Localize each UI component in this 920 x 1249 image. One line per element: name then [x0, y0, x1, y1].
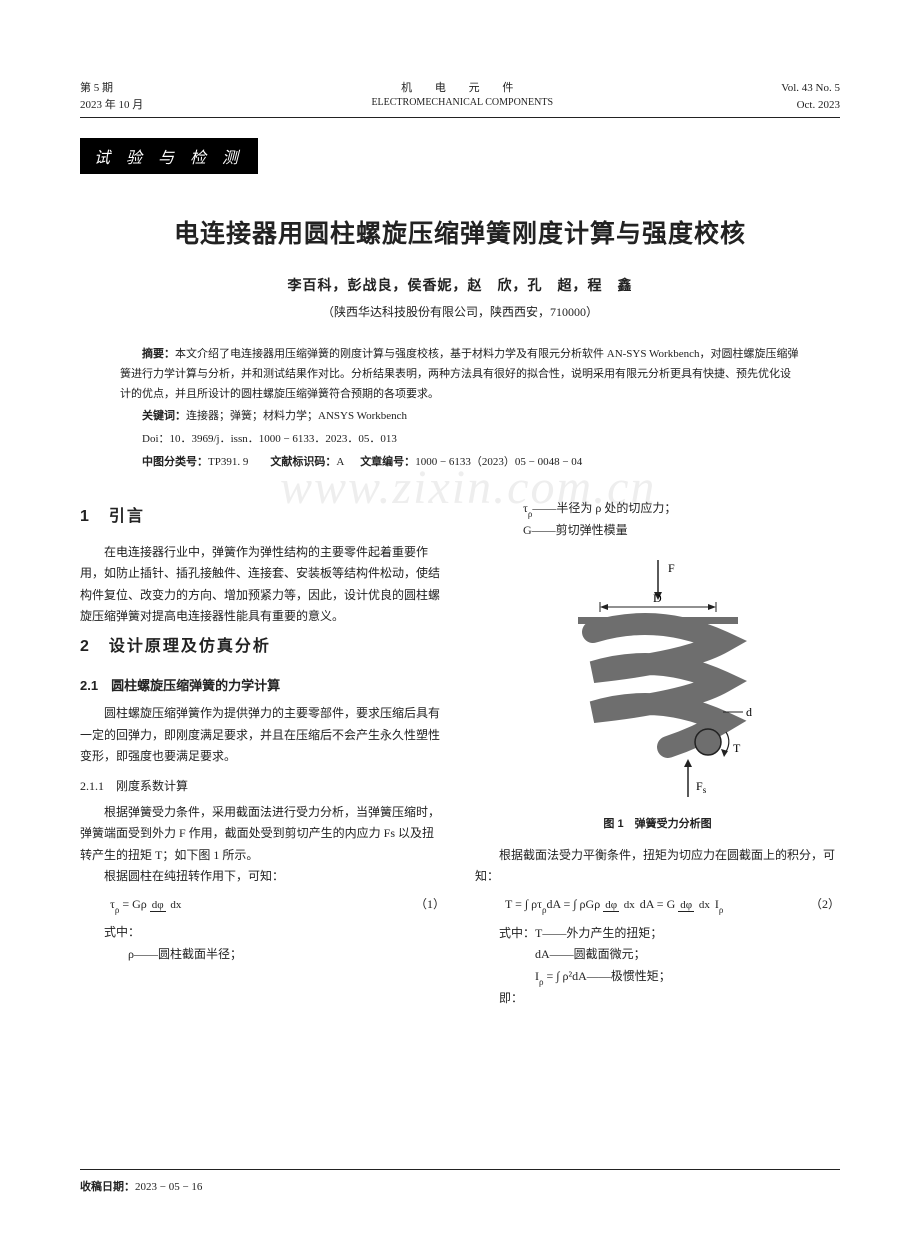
section-2-1-1-p2: 根据圆柱在纯扭转作用下，可知： — [80, 866, 445, 888]
header-date: 2023 年 10 月 — [80, 97, 143, 114]
journal-name-cn: 机 电 元 件 — [371, 80, 553, 97]
article-id-label: 文章编号： — [360, 456, 415, 468]
abstract-block: 摘要：本文介绍了电连接器用压缩弹簧的刚度计算与强度校核，基于材料力学及有限元分析… — [80, 345, 840, 473]
journal-name-en: ELECTROMECHANICAL COMPONENTS — [371, 97, 553, 108]
section-1-p1: 在电连接器行业中，弹簧作为弹性结构的主要零件起着重要作用，如防止插针、插孔接触件… — [80, 542, 445, 628]
section-2-heading: 2 设计原理及仿真分析 — [80, 633, 445, 662]
equation-2-number: （2） — [810, 894, 840, 916]
fig1-label-d: d — [746, 705, 752, 719]
eq2-where-T: 式中：T——外力产生的扭矩； — [475, 923, 840, 945]
affiliation: （陕西华达科技股份有限公司，陕西西安，710000） — [80, 303, 840, 320]
clc-value: TP391. 9 — [208, 456, 248, 468]
fig1-label-D: D — [653, 591, 662, 605]
header-left: 第 5 期 2023 年 10 月 — [80, 80, 143, 113]
equation-1: τρ = Gρ dφ dx （1） — [80, 894, 445, 917]
eq1-where-tau: τρ——半径为 ρ 处的切应力； — [475, 498, 840, 521]
article-title: 电连接器用圆柱螺旋压缩弹簧刚度计算与强度校核 — [80, 214, 840, 250]
doc-code-value: A — [336, 456, 343, 468]
figure-1: F D T d — [475, 552, 840, 835]
eq2-where-Ip: Iρ = ∫ ρ²dA——极惯性矩； — [475, 966, 840, 989]
eq2-mid: dA = G — [640, 897, 678, 911]
section-1-heading: 1 引言 — [80, 503, 445, 532]
eq1-where-G: G——剪切弹性模量 — [475, 520, 840, 542]
right-column: τρ——半径为 ρ 处的切应力； G——剪切弹性模量 F D — [475, 498, 840, 1010]
equation-2: T = ∫ ρτρdA = ∫ ρGρ dφ dx dA = G dφ dx I… — [475, 894, 840, 917]
keywords-line: 关键词：连接器；弹簧；材料力学；ANSYS Workbench — [120, 407, 800, 427]
classification-line: 中图分类号：TP391. 9 文献标识码：A 文章编号：1000 − 6133（… — [120, 453, 800, 473]
header-right: Vol. 43 No. 5 Oct. 2023 — [781, 80, 840, 113]
section-2-1-1-heading: 2.1.1 刚度系数计算 — [80, 776, 445, 798]
eq2-frac1-den: dx — [622, 899, 637, 911]
eq2-where-dA: dA——圆截面微元； — [475, 944, 840, 966]
doi-line: Doi：10．3969/j．issn．1000 − 6133．2023．05．0… — [120, 430, 800, 450]
eq1-lhs: τρ = Gρ — [110, 897, 150, 911]
eq1-frac: dφ dx — [150, 899, 184, 911]
eq2-frac2: dφ dx — [678, 899, 712, 911]
fig1-label-F: F — [668, 561, 675, 575]
abstract-body: 本文介绍了电连接器用压缩弹簧的刚度计算与强度校核，基于材料力学及有限元分析软件 … — [120, 348, 798, 400]
eq1-where-label: 式中： — [80, 922, 445, 944]
eq2-tail: Iρ — [715, 897, 724, 911]
section-badge: 试 验 与 检 测 — [80, 138, 258, 174]
spring-diagram-icon: F D T d — [548, 552, 768, 807]
clc-label: 中图分类号： — [142, 456, 208, 468]
eq1-frac-den: dx — [168, 899, 183, 911]
figure-1-caption: 图 1 弹簧受力分析图 — [475, 815, 840, 835]
article-id-value: 1000 − 6133（2023）05 − 0048 − 04 — [415, 456, 582, 468]
fig1-label-Fs: Fs — [696, 779, 707, 795]
eq2-frac2-den: dx — [697, 899, 712, 911]
eq2-frac2-num: dφ — [678, 899, 694, 912]
section-2-1-p1: 圆柱螺旋压缩弹簧作为提供弹力的主要零部件，要求压缩后具有一定的回弹力，即刚度满足… — [80, 703, 445, 768]
section-2-1-heading: 2.1 圆柱螺旋压缩弹簧的力学计算 — [80, 674, 445, 697]
doc-code-label: 文献标识码： — [270, 456, 336, 468]
eq1-frac-num: dφ — [150, 899, 166, 912]
keywords-text: 连接器；弹簧；材料力学；ANSYS Workbench — [186, 410, 407, 422]
eq2-frac1: dφ dx — [603, 899, 637, 911]
received-date-label: 收稿日期： — [80, 1181, 135, 1193]
eq2-part1: T = ∫ ρτρdA = ∫ ρGρ — [505, 897, 603, 911]
left-column: 1 引言 在电连接器行业中，弹簧作为弹性结构的主要零件起着重要作用，如防止插针、… — [80, 498, 445, 1010]
page-header: 第 5 期 2023 年 10 月 机 电 元 件 ELECTROMECHANI… — [80, 80, 840, 118]
equation-1-body: τρ = Gρ dφ dx — [110, 894, 183, 917]
header-vol: Vol. 43 No. 5 — [781, 80, 840, 97]
eq1-where-rho: ρ——圆柱截面半径； — [80, 944, 445, 966]
section-eq2-intro: 根据截面法受力平衡条件，扭矩为切应力在圆截面上的积分，可知： — [475, 845, 840, 888]
keywords-label: 关键词： — [142, 410, 186, 422]
header-month: Oct. 2023 — [781, 97, 840, 114]
header-issue: 第 5 期 — [80, 80, 143, 97]
body-columns: 1 引言 在电连接器行业中，弹簧作为弹性结构的主要零件起着重要作用，如防止插针、… — [80, 498, 840, 1010]
eq2-then: 即： — [475, 988, 840, 1010]
section-2-1-1-p1: 根据弹簧受力条件，采用截面法进行受力分析，当弹簧压缩时，弹簧端面受到外力 F 作… — [80, 802, 445, 867]
abstract-label: 摘要： — [142, 348, 175, 360]
abstract-text: 摘要：本文介绍了电连接器用压缩弹簧的刚度计算与强度校核，基于材料力学及有限元分析… — [120, 345, 800, 404]
fig1-label-T: T — [733, 741, 741, 755]
header-center: 机 电 元 件 ELECTROMECHANICAL COMPONENTS — [371, 80, 553, 108]
received-date-value: 2023 − 05 − 16 — [135, 1181, 202, 1193]
page-footer: 收稿日期：2023 − 05 − 16 — [80, 1169, 840, 1194]
equation-1-number: （1） — [415, 894, 445, 916]
equation-2-body: T = ∫ ρτρdA = ∫ ρGρ dφ dx dA = G dφ dx I… — [505, 894, 723, 917]
authors: 李百科，彭战良，侯香妮，赵 欣，孔 超，程 鑫 — [80, 275, 840, 295]
eq2-frac1-num: dφ — [603, 899, 619, 912]
